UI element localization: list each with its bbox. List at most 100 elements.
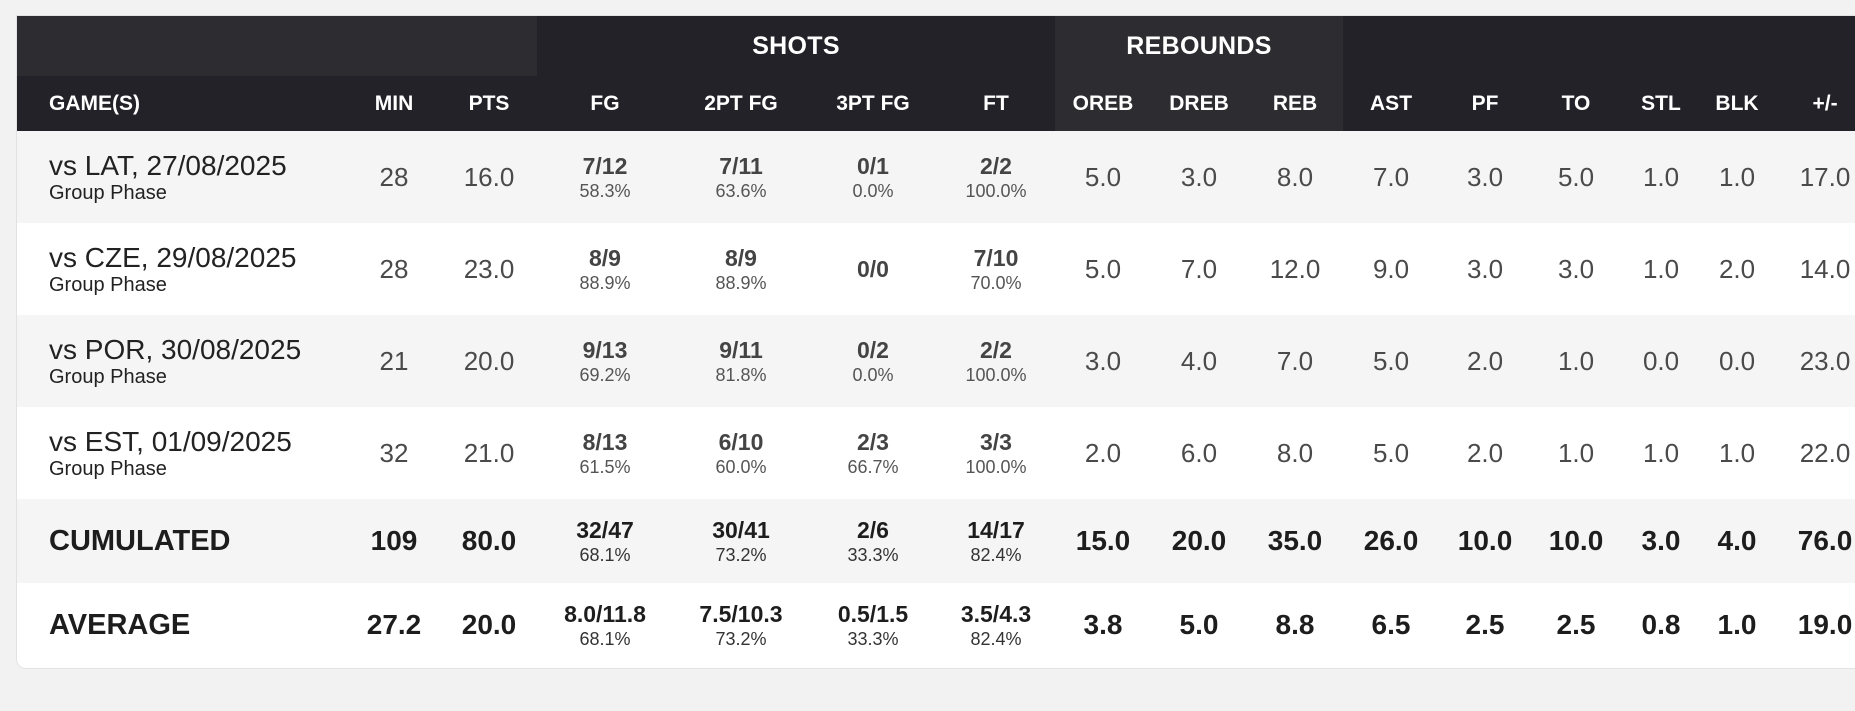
col-header-fg[interactable]: FG	[537, 76, 673, 131]
average-row: AVERAGE 27.2 20.0 8.0/11.8 68.1% 7.5/10.3…	[17, 583, 1855, 667]
reb-value: 8.0	[1247, 131, 1344, 223]
to-value: 2.5	[1531, 583, 1622, 667]
col-header-blk[interactable]: BLK	[1701, 76, 1774, 131]
dreb-value: 7.0	[1180, 253, 1218, 284]
fg-cell: 7/12 58.3%	[537, 131, 673, 223]
min-value: 27.2	[347, 583, 441, 667]
blk-value: 4.0	[1701, 499, 1774, 583]
ft-cell: 2/2 100.0%	[937, 131, 1055, 223]
pf-value: 2.0	[1439, 315, 1532, 407]
col-header-ast[interactable]: AST	[1343, 76, 1440, 131]
blk-value: 2.0	[1718, 253, 1756, 284]
pf-value: 10.0	[1439, 499, 1532, 583]
fg-percentage: 61.5%	[579, 457, 631, 477]
ft-cell: 14/17 82.4%	[937, 499, 1055, 583]
group-header-other	[1343, 16, 1855, 76]
fg2-cell: 8/9 88.9%	[673, 223, 809, 315]
oreb-value: 15.0	[1055, 499, 1151, 583]
blk-value: 0.0	[1701, 315, 1774, 407]
game-cell: vs EST, 01/09/2025 Group Phase	[17, 407, 347, 499]
game-phase: Group Phase	[49, 458, 167, 480]
game-name[interactable]: vs LAT, 27/08/2025	[49, 150, 287, 181]
ft-percentage: 82.4%	[970, 545, 1022, 565]
fg2-percentage: 63.6%	[715, 181, 767, 201]
fg-made-attempted: 7/12	[582, 153, 628, 179]
group-header-empty	[17, 16, 537, 76]
fg2-made-attempted: 7.5/10.3	[699, 601, 783, 627]
reb-value: 35.0	[1247, 499, 1344, 583]
fg3-made-attempted: 0.5/1.5	[837, 601, 909, 627]
plus-minus-value: 76.0	[1773, 499, 1855, 583]
fg2-cell: 7.5/10.3 73.2%	[673, 583, 809, 667]
fg3-cell: 0/2 0.0%	[809, 315, 937, 407]
oreb-value: 5.0	[1084, 253, 1122, 284]
game-phase: Group Phase	[49, 182, 167, 204]
ast-value: 5.0	[1343, 315, 1440, 407]
ft-made-attempted: 7/10	[973, 245, 1019, 271]
fg3-percentage: 0.0%	[852, 365, 894, 385]
ft-made-attempted: 3/3	[980, 429, 1012, 455]
fg2-made-attempted: 8/9	[725, 245, 757, 271]
fg-cell: 8/9 88.9%	[537, 223, 673, 315]
cumulated-row: CUMULATED 109 80.0 32/47 68.1% 30/41 73.2%…	[17, 499, 1855, 583]
stl-value: 0.8	[1621, 583, 1702, 667]
fg2-made-attempted: 30/41	[712, 517, 770, 543]
fg-percentage: 69.2%	[579, 365, 631, 385]
fg3-made-attempted: 2/6	[857, 517, 889, 543]
plus-minus-value: 19.0	[1773, 583, 1855, 667]
dreb-value: 20.0	[1151, 499, 1247, 583]
col-header-3pt-fg[interactable]: 3PT FG	[809, 76, 937, 131]
col-header-games[interactable]: GAME(S)	[17, 76, 347, 131]
fg-cell: 8.0/11.8 68.1%	[537, 583, 673, 667]
ft-percentage: 82.4%	[970, 629, 1022, 649]
ft-cell: 7/10 70.0%	[937, 223, 1055, 315]
fg2-cell: 6/10 60.0%	[673, 407, 809, 499]
ft-cell: 3/3 100.0%	[937, 407, 1055, 499]
dreb-value: 3.0	[1151, 131, 1247, 223]
fg-cell: 8/13 61.5%	[537, 407, 673, 499]
game-stats-table: SHOTS REBOUNDS GAME(S) MIN PTS FG 2PT FG…	[17, 16, 1855, 667]
fg3-percentage: 66.7%	[847, 457, 899, 477]
column-header-row: GAME(S) MIN PTS FG 2PT FG 3PT FG FT OREB…	[17, 76, 1855, 131]
game-name[interactable]: vs POR, 30/08/2025	[49, 334, 302, 365]
fg2-cell: 30/41 73.2%	[673, 499, 809, 583]
col-header-min[interactable]: MIN	[347, 76, 441, 131]
col-header-oreb[interactable]: OREB	[1055, 76, 1151, 131]
col-header-ft[interactable]: FT	[937, 76, 1055, 131]
pts-value: 80.0	[441, 499, 537, 583]
reb-value: 12.0	[1269, 253, 1321, 284]
to-value: 1.0	[1531, 315, 1622, 407]
ft-cell: 3.5/4.3 82.4%	[937, 583, 1055, 667]
pts-value: 16.0	[441, 131, 537, 223]
col-header-dreb[interactable]: DREB	[1151, 76, 1247, 131]
to-value: 1.0	[1557, 437, 1595, 468]
fg3-made-attempted: 0/2	[857, 337, 889, 363]
game-name[interactable]: vs CZE, 29/08/2025	[49, 242, 297, 273]
col-header-plus-minus[interactable]: +/-	[1773, 76, 1855, 131]
fg3-percentage: 33.3%	[847, 545, 899, 565]
fg3-cell: 0/0	[809, 223, 937, 315]
pts-value: 21.0	[463, 437, 515, 468]
fg3-cell: 2/3 66.7%	[809, 407, 937, 499]
col-header-reb[interactable]: REB	[1247, 76, 1344, 131]
fg-percentage: 68.1%	[579, 545, 631, 565]
col-header-stl[interactable]: STL	[1621, 76, 1702, 131]
fg-made-attempted: 32/47	[576, 517, 634, 543]
dreb-value: 4.0	[1151, 315, 1247, 407]
col-header-to[interactable]: TO	[1531, 76, 1622, 131]
stl-value: 1.0	[1642, 437, 1680, 468]
fg2-made-attempted: 7/11	[719, 153, 763, 179]
fg2-cell: 9/11 81.8%	[673, 315, 809, 407]
pts-value: 20.0	[441, 315, 537, 407]
col-header-pf[interactable]: PF	[1439, 76, 1532, 131]
col-header-2pt-fg[interactable]: 2PT FG	[673, 76, 809, 131]
col-header-pts[interactable]: PTS	[441, 76, 537, 131]
min-value: 32	[379, 437, 409, 468]
game-name[interactable]: vs EST, 01/09/2025	[49, 426, 292, 457]
fg-made-attempted: 8/9	[589, 245, 621, 271]
stl-value: 1.0	[1621, 131, 1702, 223]
pf-value: 3.0	[1466, 253, 1504, 284]
fg2-percentage: 81.8%	[715, 365, 767, 385]
pf-value: 2.5	[1439, 583, 1532, 667]
reb-value: 8.8	[1247, 583, 1344, 667]
